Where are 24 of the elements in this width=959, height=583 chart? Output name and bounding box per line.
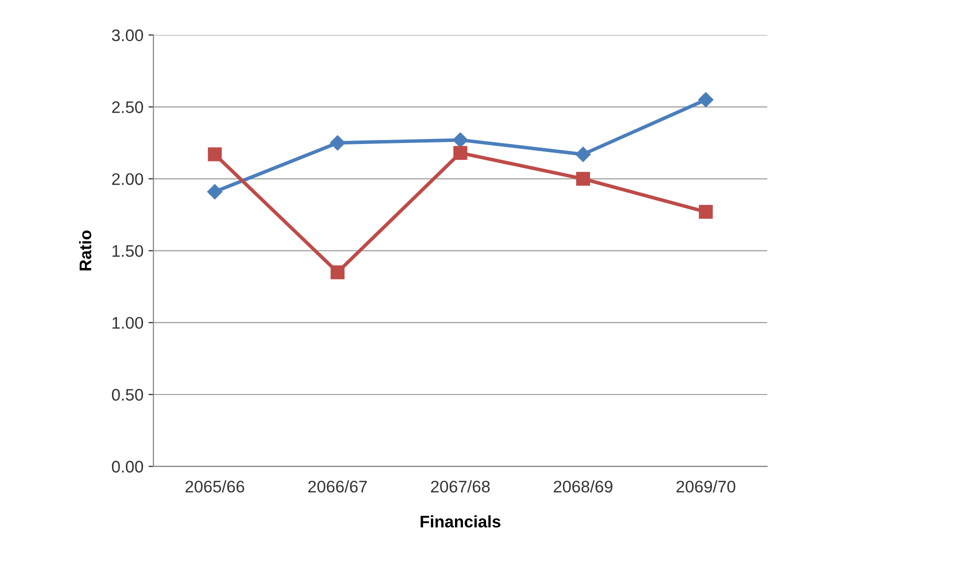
y-tick-label: 2.50 — [112, 101, 144, 114]
point — [330, 135, 346, 150]
y-tick-label: 2.00 — [112, 173, 144, 185]
point — [208, 147, 222, 162]
point — [576, 146, 591, 162]
point — [698, 204, 713, 219]
point — [330, 265, 345, 280]
point — [698, 92, 714, 108]
point — [452, 132, 468, 148]
x-tick-label: 2068/69 — [554, 480, 612, 493]
y-tick-label: 0.50 — [112, 388, 144, 401]
point — [453, 146, 468, 160]
point — [207, 184, 222, 200]
y-tick-label: 0.00 — [112, 460, 144, 473]
x-tick-label: 2066/67 — [308, 480, 367, 493]
y-tick-label: 1.50 — [112, 245, 144, 257]
y-axis-title: Ratio — [79, 230, 92, 270]
point — [576, 172, 590, 186]
x-tick-label: 2067/68 — [431, 480, 490, 493]
x-axis-title: Financials — [420, 515, 500, 528]
x-tick-label: 2065/66 — [186, 480, 244, 493]
x-tick-label: 2069/70 — [676, 480, 736, 493]
y-tick-label: 3.00 — [112, 29, 144, 42]
y-tick-label: 1.00 — [112, 316, 144, 329]
